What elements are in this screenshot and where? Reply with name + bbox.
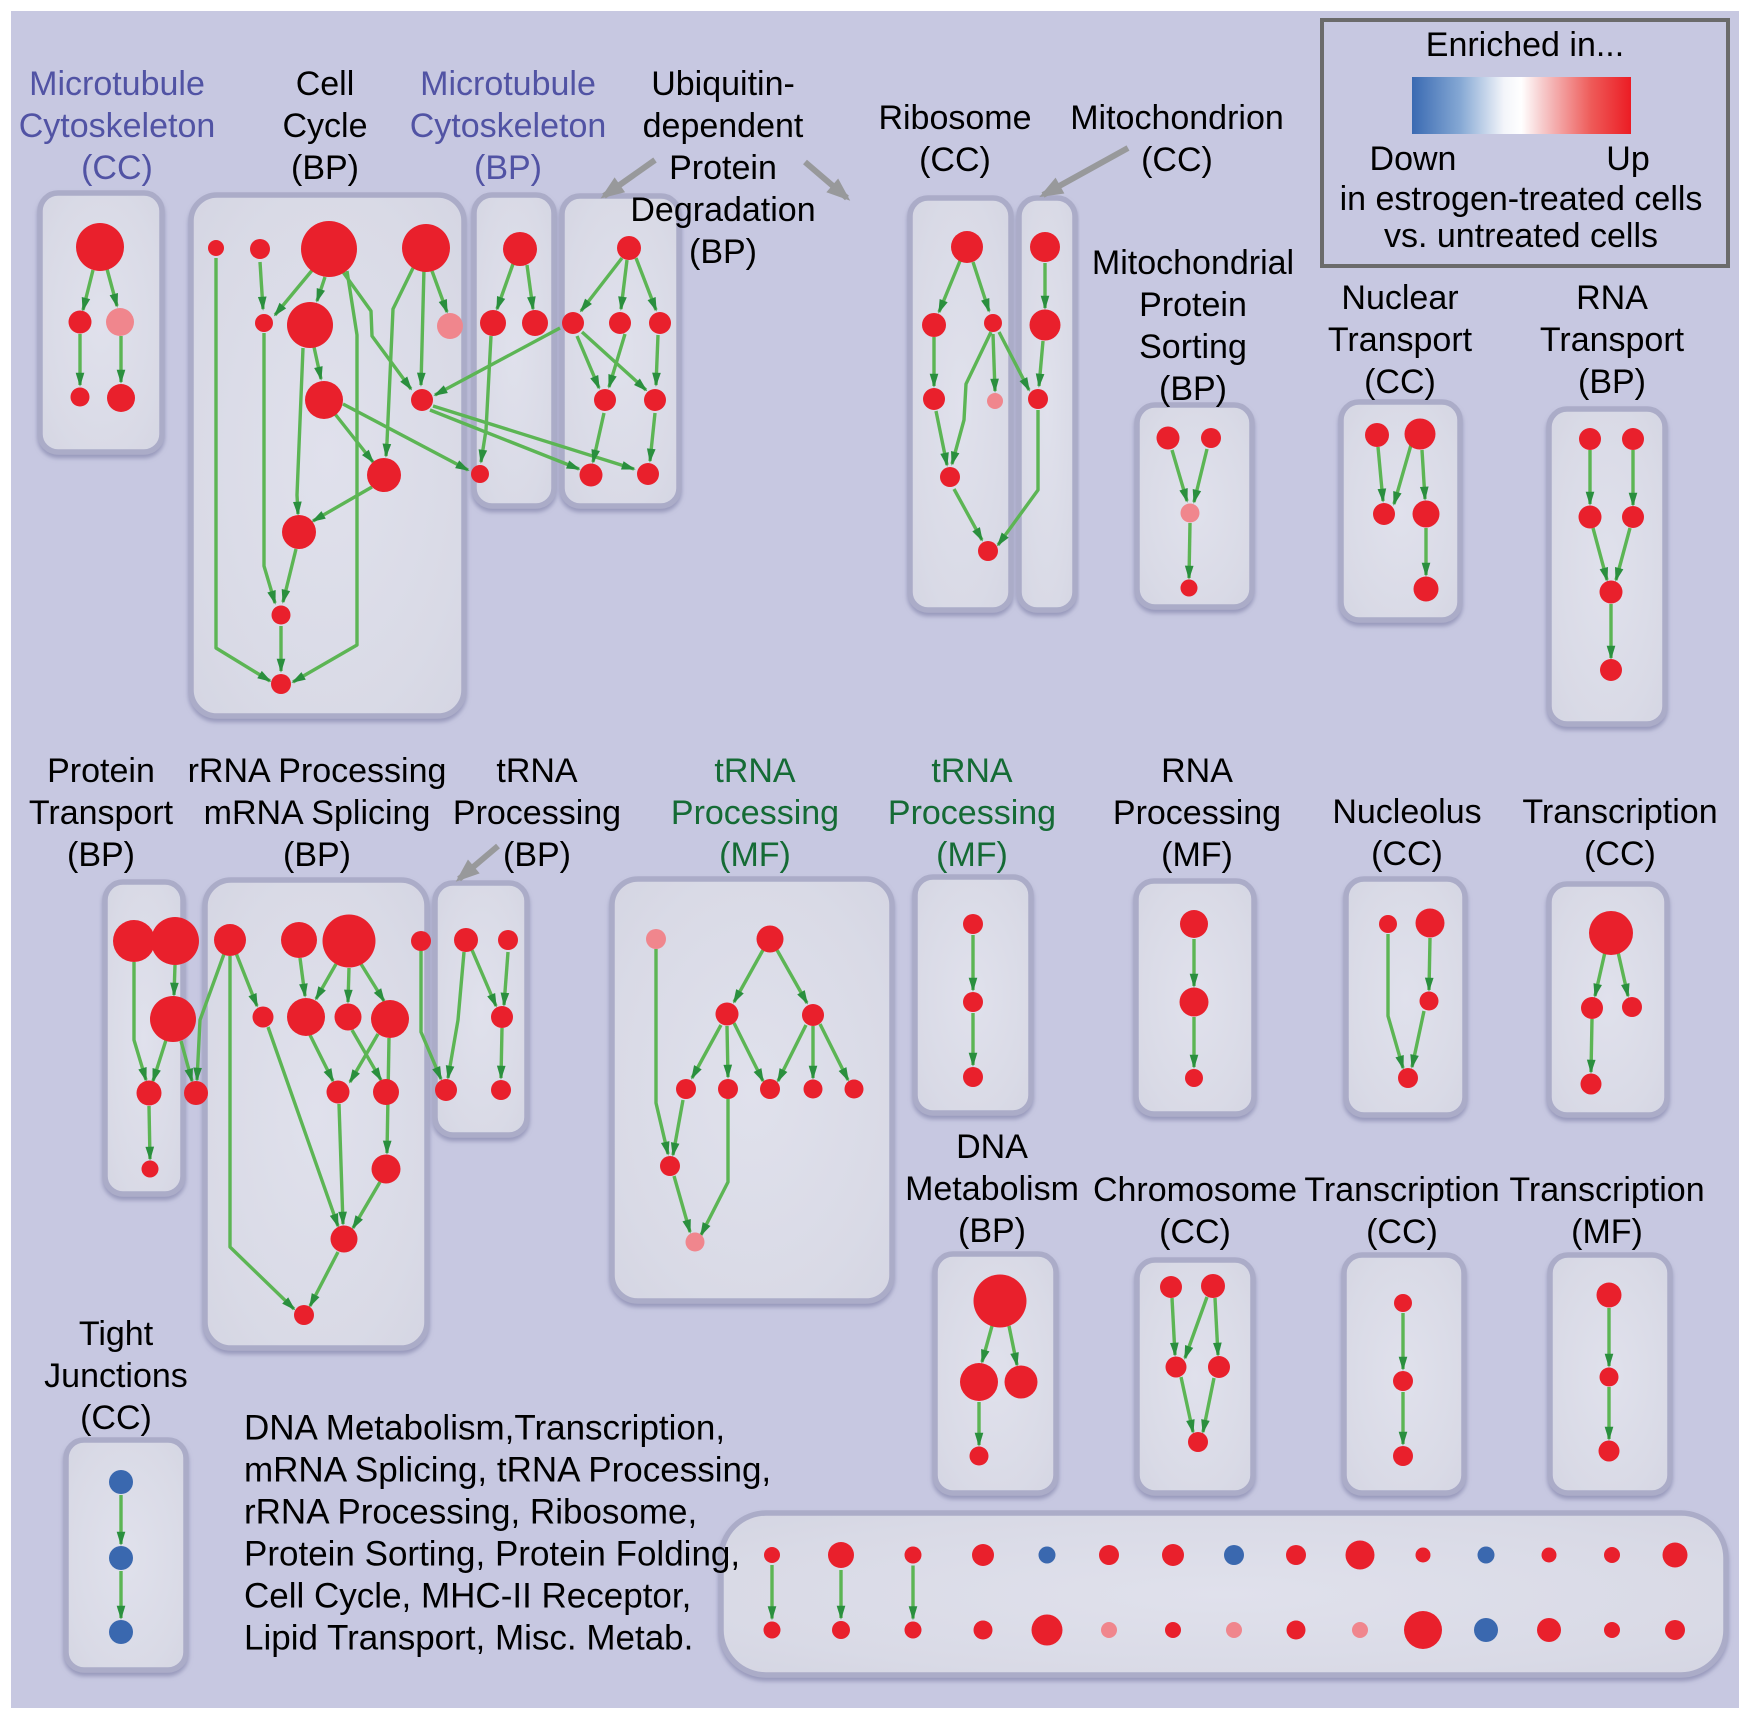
svg-text:Ribosome: Ribosome [878,99,1031,137]
svg-text:Processing: Processing [453,794,621,832]
svg-text:Down: Down [1370,140,1457,178]
svg-text:rRNA Processing, Ribosome,: rRNA Processing, Ribosome, [244,1492,697,1531]
svg-text:Cell: Cell [296,65,355,103]
svg-text:(CC): (CC) [1371,835,1443,873]
svg-text:(MF): (MF) [1161,836,1233,874]
svg-text:(MF): (MF) [936,836,1008,874]
svg-text:(BP): (BP) [958,1212,1026,1250]
svg-text:Nuclear: Nuclear [1341,279,1458,317]
svg-text:(CC): (CC) [919,141,991,179]
svg-text:Transcription: Transcription [1509,1171,1704,1209]
svg-text:Enriched in...: Enriched in... [1426,26,1624,64]
svg-text:Transcription: Transcription [1304,1171,1499,1209]
svg-text:Tight: Tight [79,1315,154,1353]
svg-text:Cell Cycle, MHC-II Receptor,: Cell Cycle, MHC-II Receptor, [244,1576,691,1615]
svg-text:Transport: Transport [1540,321,1685,359]
svg-text:(BP): (BP) [474,149,542,187]
svg-text:(BP): (BP) [503,836,571,874]
svg-text:tRNA: tRNA [931,752,1013,790]
svg-text:(CC): (CC) [81,149,153,187]
svg-text:dependent: dependent [643,107,804,145]
svg-text:mRNA Splicing, tRNA Processing: mRNA Splicing, tRNA Processing, [244,1450,771,1489]
svg-text:in estrogen-treated cells: in estrogen-treated cells [1340,180,1703,218]
svg-text:Transcription: Transcription [1522,793,1717,831]
svg-text:Metabolism: Metabolism [905,1170,1079,1208]
svg-text:(CC): (CC) [1366,1213,1438,1251]
svg-text:tRNA: tRNA [496,752,578,790]
svg-text:Microtubule: Microtubule [420,65,596,103]
svg-text:Mitochondrial: Mitochondrial [1092,244,1294,282]
svg-text:Up: Up [1606,140,1649,178]
svg-text:Ubiquitin-: Ubiquitin- [651,65,795,103]
svg-text:Cycle: Cycle [282,107,367,145]
svg-text:(BP): (BP) [291,149,359,187]
svg-text:Processing: Processing [888,794,1056,832]
svg-text:Processing: Processing [671,794,839,832]
svg-text:(CC): (CC) [80,1399,152,1437]
svg-text:Protein: Protein [669,149,777,187]
svg-text:tRNA: tRNA [714,752,796,790]
svg-text:(BP): (BP) [283,836,351,874]
svg-text:(MF): (MF) [719,836,791,874]
svg-text:vs. untreated cells: vs. untreated cells [1384,217,1658,255]
svg-text:Protein Sorting, Protein Foldi: Protein Sorting, Protein Folding, [244,1534,740,1573]
svg-text:Microtubule: Microtubule [29,65,205,103]
svg-text:(CC): (CC) [1364,363,1436,401]
svg-text:(CC): (CC) [1584,835,1656,873]
svg-text:Sorting: Sorting [1139,328,1247,366]
svg-text:Lipid Transport, Misc. Metab.: Lipid Transport, Misc. Metab. [244,1618,693,1657]
svg-text:Protein: Protein [1139,286,1247,324]
svg-text:RNA: RNA [1576,279,1648,317]
svg-text:Transport: Transport [29,794,174,832]
svg-text:RNA: RNA [1161,752,1233,790]
svg-text:(CC): (CC) [1159,1213,1231,1251]
svg-text:DNA Metabolism,Transcription,: DNA Metabolism,Transcription, [244,1408,725,1447]
svg-text:(BP): (BP) [689,233,757,271]
svg-text:(CC): (CC) [1141,141,1213,179]
svg-text:Junctions: Junctions [44,1357,188,1395]
svg-text:Protein: Protein [47,752,155,790]
svg-text:Chromosome: Chromosome [1093,1171,1297,1209]
svg-text:Cytoskeleton: Cytoskeleton [19,107,216,145]
svg-text:(BP): (BP) [1578,363,1646,401]
svg-text:Mitochondrion: Mitochondrion [1070,99,1284,137]
svg-text:Cytoskeleton: Cytoskeleton [410,107,607,145]
svg-text:Degradation: Degradation [630,191,815,229]
svg-text:Nucleolus: Nucleolus [1332,793,1481,831]
svg-text:Transport: Transport [1328,321,1473,359]
svg-text:DNA: DNA [956,1128,1028,1166]
svg-text:Processing: Processing [1113,794,1281,832]
svg-text:(BP): (BP) [1159,370,1227,408]
svg-text:rRNA Processing: rRNA Processing [188,752,447,790]
svg-text:(MF): (MF) [1571,1213,1643,1251]
svg-text:(BP): (BP) [67,836,135,874]
svg-text:mRNA Splicing: mRNA Splicing [204,794,431,832]
